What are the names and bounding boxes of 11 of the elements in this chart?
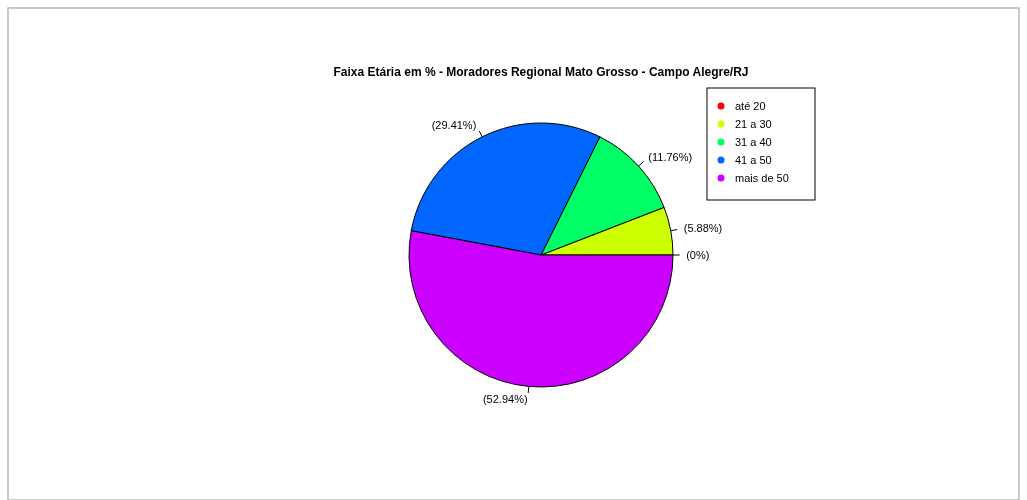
legend-label: até 20 [735,99,766,112]
text: (0%) [686,248,710,261]
data-label: (52.94%) [482,393,528,406]
legend-label: 21 a 30 [735,117,772,130]
data-label: (5.88%) [683,222,723,235]
legend-label: mais de 50 [735,171,789,184]
chart-title: Faixa Etária em % - Moradores Regional Mato Grosso - Campo Alegre/RJ [333,65,749,79]
data-label: (29.41%) [431,118,477,131]
data-label: (11.76%) [648,151,693,164]
legend-label: 31 a 40 [735,135,772,148]
legend-label: 41 a 50 [735,153,772,166]
